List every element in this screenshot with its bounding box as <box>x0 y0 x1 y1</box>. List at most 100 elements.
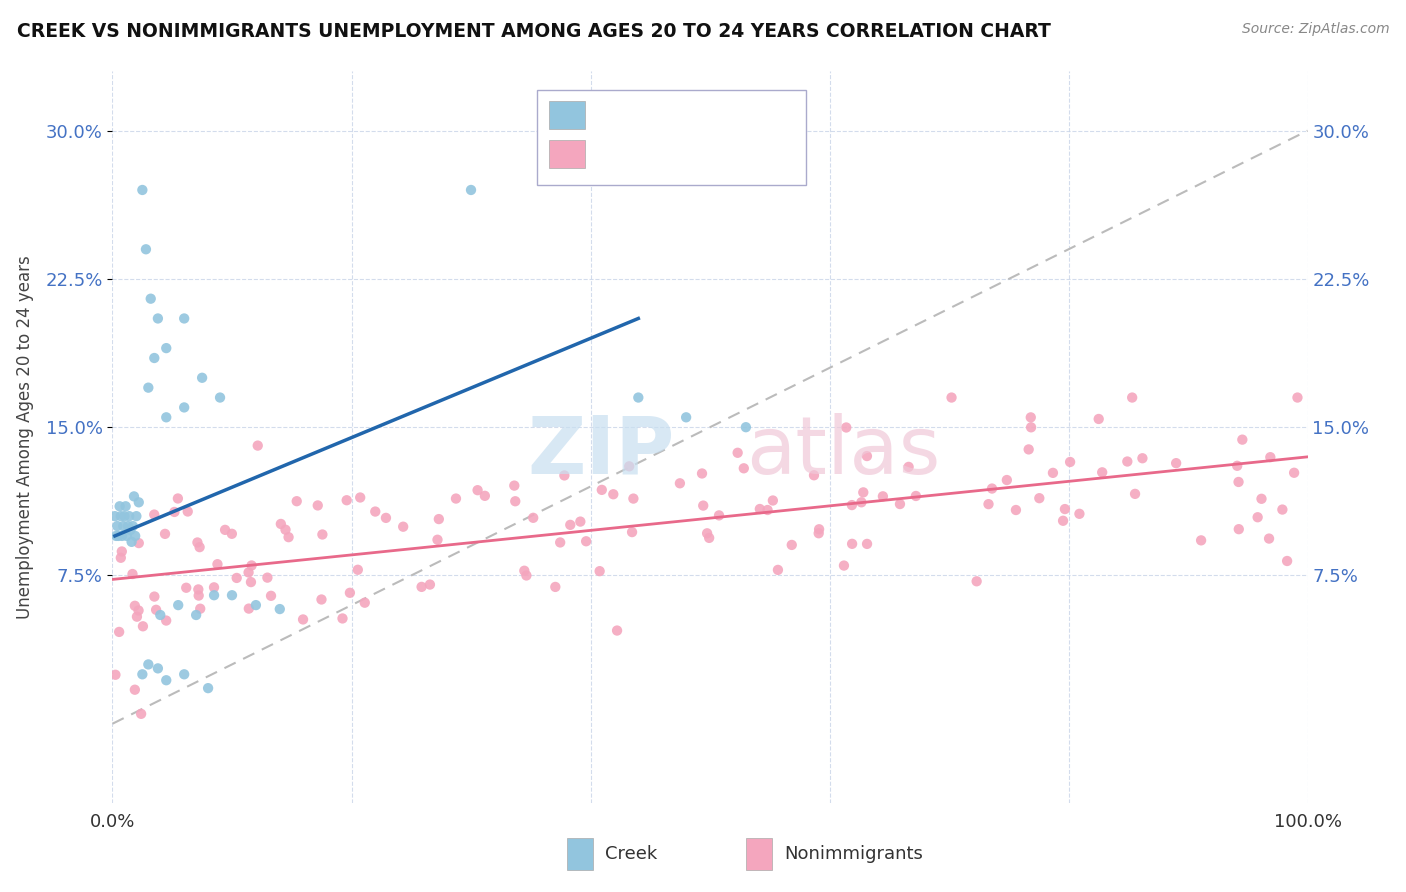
Point <box>707 508 730 523</box>
Point <box>174 581 197 595</box>
Point <box>841 498 863 512</box>
Point <box>114 500 136 514</box>
Point <box>285 494 308 508</box>
Point <box>889 497 911 511</box>
Point <box>131 183 153 197</box>
Point <box>375 511 398 525</box>
Point <box>114 509 135 524</box>
Point <box>419 577 441 591</box>
Point <box>188 601 211 615</box>
Point <box>364 504 387 518</box>
Point <box>1232 433 1254 447</box>
Point <box>122 489 145 503</box>
Point <box>748 502 770 516</box>
Text: R =: R = <box>595 145 633 163</box>
Point <box>503 478 526 492</box>
Point <box>1053 502 1076 516</box>
Point <box>173 401 195 415</box>
Point <box>353 596 375 610</box>
Point <box>118 509 141 524</box>
Point <box>588 564 610 578</box>
Point <box>146 311 169 326</box>
Point <box>981 482 1004 496</box>
Point <box>1275 554 1298 568</box>
Point <box>104 667 127 681</box>
Point <box>111 529 134 543</box>
Point <box>1246 510 1268 524</box>
Point <box>155 673 177 688</box>
Point <box>221 588 243 602</box>
Point <box>115 529 138 543</box>
Point <box>575 534 598 549</box>
Text: N =: N = <box>692 145 727 163</box>
Point <box>132 619 155 633</box>
Point <box>155 614 177 628</box>
Point <box>128 495 150 509</box>
Point <box>238 566 260 580</box>
Point <box>163 505 186 519</box>
Point <box>621 525 644 540</box>
Point <box>202 588 225 602</box>
Point <box>239 575 262 590</box>
Point <box>467 483 489 498</box>
Point <box>197 681 219 695</box>
Text: N =: N = <box>692 106 727 124</box>
Point <box>120 523 142 537</box>
Point <box>110 509 132 524</box>
Point <box>207 558 229 572</box>
Point <box>735 420 758 434</box>
Point <box>155 410 177 425</box>
Point <box>1271 502 1294 516</box>
Point <box>225 571 247 585</box>
Point <box>138 657 160 672</box>
Point <box>121 567 143 582</box>
Point <box>149 607 172 622</box>
Point <box>856 537 879 551</box>
Point <box>803 468 825 483</box>
Point <box>256 571 278 585</box>
Point <box>995 473 1018 487</box>
Point <box>392 519 415 533</box>
Point <box>187 589 209 603</box>
Text: Creek: Creek <box>605 845 657 863</box>
Text: 0.367: 0.367 <box>634 145 692 163</box>
Point <box>221 526 243 541</box>
Point <box>1282 466 1305 480</box>
Point <box>1087 412 1109 426</box>
Point <box>856 449 879 463</box>
Point <box>274 523 297 537</box>
Point <box>690 467 713 481</box>
FancyBboxPatch shape <box>548 102 585 129</box>
Point <box>427 512 450 526</box>
Point <box>1069 507 1091 521</box>
Point <box>1028 491 1050 506</box>
Text: atlas: atlas <box>747 413 941 491</box>
Point <box>191 371 214 385</box>
Point <box>1059 455 1081 469</box>
Point <box>260 589 283 603</box>
Point <box>602 487 624 501</box>
Point <box>897 459 920 474</box>
Point <box>1258 532 1281 546</box>
Point <box>696 526 718 541</box>
Point <box>553 468 575 483</box>
Text: 143: 143 <box>730 145 775 163</box>
Point <box>346 563 368 577</box>
Point <box>292 612 315 626</box>
Point <box>1005 503 1028 517</box>
Point <box>107 529 129 543</box>
Point <box>756 503 779 517</box>
Point <box>835 420 858 434</box>
Y-axis label: Unemployment Among Ages 20 to 24 years: Unemployment Among Ages 20 to 24 years <box>17 255 34 619</box>
Point <box>444 491 467 506</box>
Point <box>111 544 134 558</box>
Point <box>1286 391 1309 405</box>
Point <box>125 609 148 624</box>
Point <box>311 527 333 541</box>
Point <box>1123 487 1146 501</box>
Point <box>1250 491 1272 506</box>
Point <box>187 582 209 597</box>
Point <box>269 602 291 616</box>
Point <box>503 494 526 508</box>
Point <box>1166 456 1188 470</box>
